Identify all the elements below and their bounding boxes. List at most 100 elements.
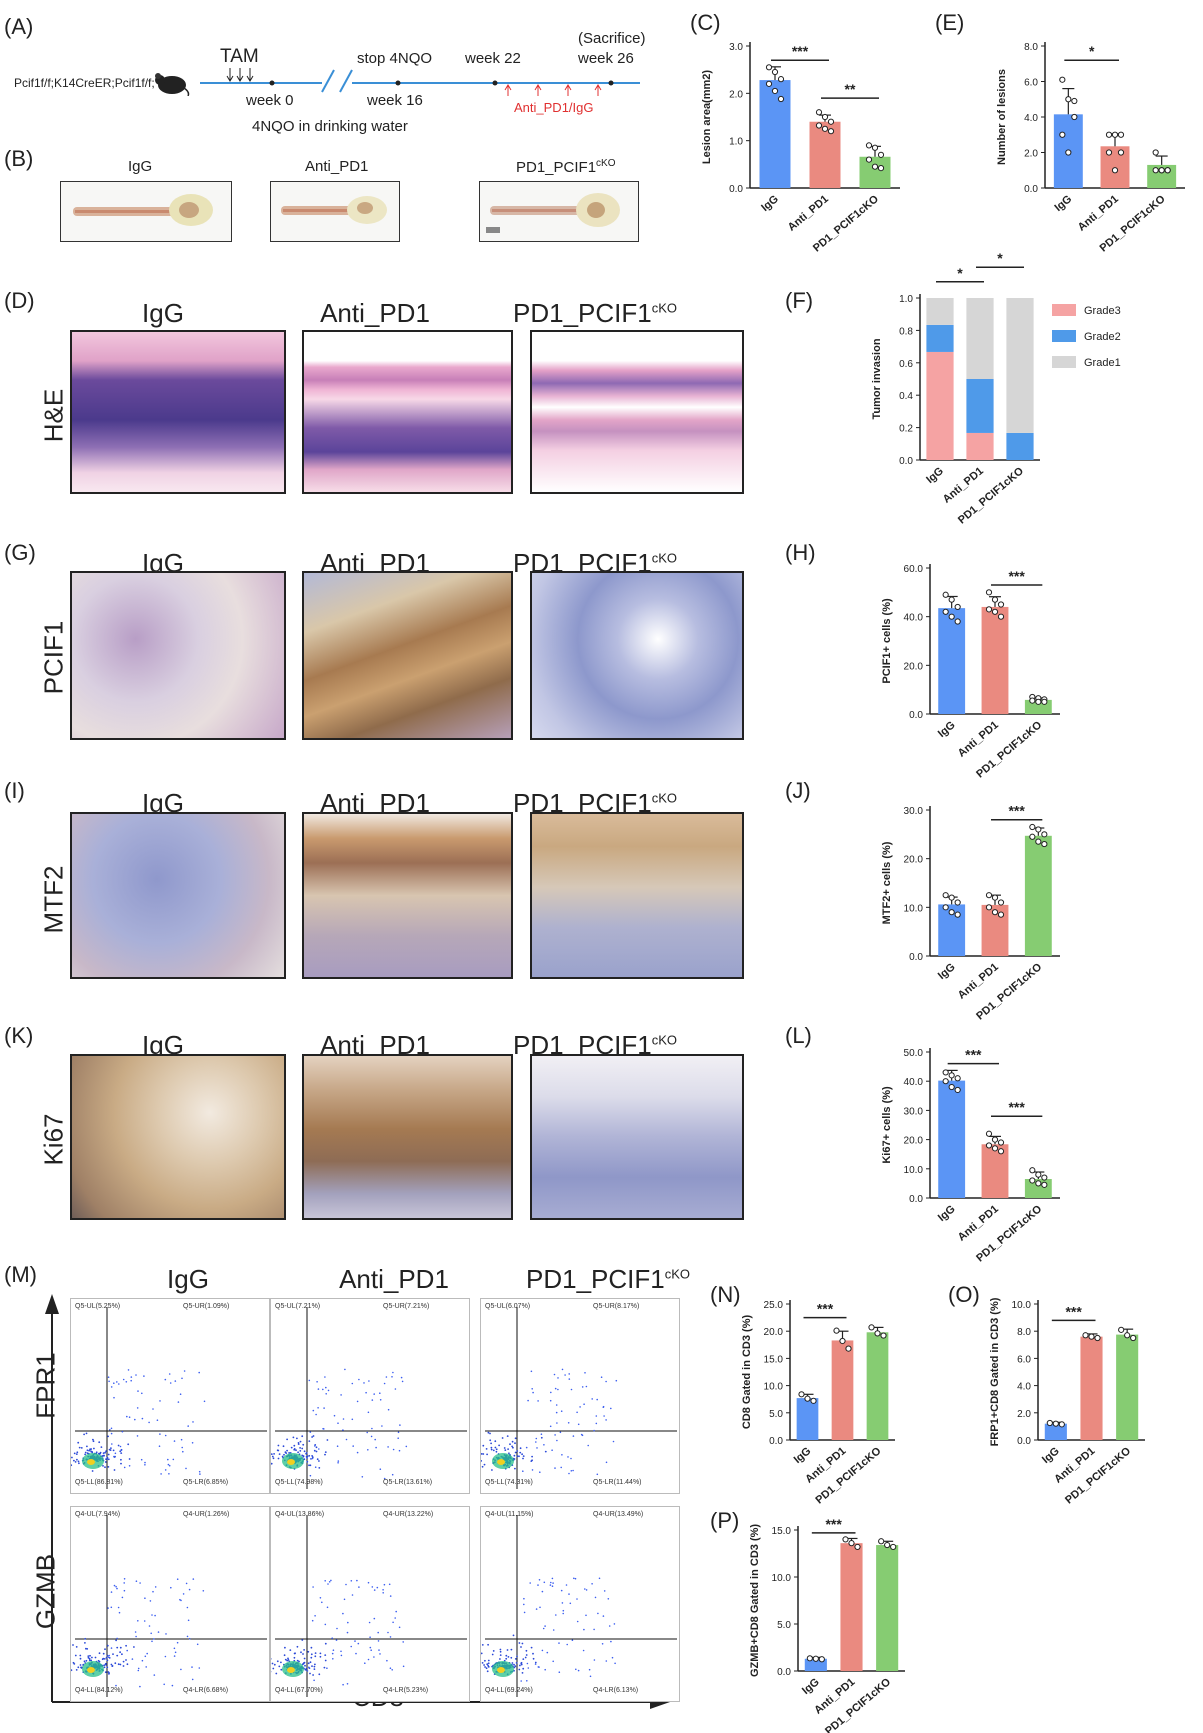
facs-event bbox=[110, 1591, 113, 1593]
facs-event bbox=[387, 1408, 390, 1411]
facs-event bbox=[303, 1649, 305, 1651]
facs-event bbox=[116, 1381, 118, 1383]
y-axis-label: Number of lesions bbox=[996, 69, 1008, 165]
facs-event bbox=[381, 1425, 383, 1427]
facs-event bbox=[309, 1474, 312, 1477]
facs-event bbox=[277, 1444, 280, 1447]
facs-event bbox=[498, 1444, 500, 1447]
facs-event bbox=[308, 1666, 310, 1669]
facs-event bbox=[164, 1469, 167, 1471]
facs-event bbox=[120, 1458, 122, 1461]
facs-event bbox=[572, 1469, 574, 1472]
facs-event bbox=[328, 1581, 331, 1583]
facs-event bbox=[301, 1435, 304, 1438]
data-point bbox=[874, 1330, 881, 1337]
facs-title-igg: IgG bbox=[167, 1264, 209, 1294]
facs-event bbox=[144, 1655, 147, 1658]
y-tick-label: 2.0 bbox=[1024, 149, 1038, 160]
facs-event bbox=[367, 1449, 369, 1451]
facs-event bbox=[174, 1651, 177, 1654]
x-tick-label: IgG bbox=[936, 719, 958, 740]
quadrant-label-ll: Q4-LL(67.70%) bbox=[275, 1687, 323, 1694]
facs-event bbox=[317, 1407, 319, 1409]
facs-event bbox=[84, 1451, 87, 1454]
facs-event bbox=[554, 1387, 557, 1390]
facs-event bbox=[567, 1456, 569, 1458]
facs-event bbox=[402, 1641, 404, 1643]
facs-event bbox=[331, 1637, 333, 1639]
facs-event bbox=[526, 1662, 529, 1665]
facs-event bbox=[312, 1674, 314, 1676]
facs-event bbox=[518, 1668, 521, 1671]
y-tick-label: 4.0 bbox=[1017, 1382, 1031, 1393]
facs-event bbox=[350, 1645, 352, 1648]
facs-event bbox=[308, 1440, 311, 1442]
facs-event bbox=[561, 1602, 564, 1604]
facs-event bbox=[322, 1388, 324, 1391]
facs-event bbox=[307, 1650, 310, 1653]
facs-event bbox=[284, 1658, 287, 1661]
facs-event bbox=[85, 1432, 88, 1435]
facs-event bbox=[397, 1437, 399, 1439]
data-point bbox=[1117, 149, 1125, 156]
data-point bbox=[854, 1543, 861, 1551]
facs-event bbox=[327, 1389, 330, 1392]
facs-event bbox=[122, 1378, 125, 1381]
facs-event bbox=[196, 1643, 199, 1646]
facs-event bbox=[614, 1662, 616, 1665]
facs-event bbox=[135, 1635, 137, 1638]
sacrifice-label: (Sacrifice) bbox=[578, 30, 646, 47]
data-point bbox=[1029, 823, 1036, 831]
facs-event bbox=[294, 1652, 296, 1655]
facs-event bbox=[356, 1400, 359, 1403]
legend-swatch bbox=[1052, 304, 1076, 316]
chart-l: 0.0 10.0 20.0 30.0 40.0 50.0 Ki67+ cells (%) Ig… bbox=[881, 1047, 1060, 1265]
facs-event bbox=[315, 1413, 317, 1416]
facs-event bbox=[583, 1403, 585, 1405]
facs-event bbox=[104, 1466, 106, 1469]
specimen-title-anti: Anti_PD1 bbox=[305, 158, 369, 175]
facs-event bbox=[361, 1476, 364, 1478]
facs-event bbox=[151, 1614, 153, 1616]
facs-event bbox=[117, 1444, 120, 1447]
facs-event bbox=[282, 1445, 285, 1448]
facs-event bbox=[511, 1440, 514, 1443]
quadrant-label-ur: Q5-UR(1.09%) bbox=[183, 1303, 230, 1310]
y-tick-label: 0.0 bbox=[909, 1194, 923, 1205]
facs-event bbox=[148, 1625, 151, 1627]
facs-event bbox=[95, 1451, 98, 1454]
facs-event bbox=[518, 1455, 520, 1458]
facs-event bbox=[287, 1657, 289, 1660]
facs-event bbox=[296, 1645, 299, 1648]
facs-event bbox=[143, 1375, 145, 1377]
facs-event bbox=[77, 1666, 80, 1669]
facs-event bbox=[530, 1646, 533, 1649]
facs-event bbox=[114, 1662, 117, 1665]
data-point bbox=[991, 1136, 999, 1143]
facs-event bbox=[481, 1453, 483, 1455]
facs-event bbox=[350, 1580, 353, 1582]
bar bbox=[1024, 835, 1052, 956]
facs-event bbox=[88, 1449, 90, 1452]
facs-event bbox=[520, 1680, 522, 1682]
facs-event bbox=[595, 1422, 598, 1425]
data-point bbox=[948, 909, 955, 916]
facs-event bbox=[546, 1651, 549, 1654]
panel-label-m: (M) bbox=[4, 1262, 37, 1287]
facs-event bbox=[102, 1465, 104, 1467]
facs-event bbox=[110, 1386, 113, 1388]
facs-event bbox=[514, 1437, 517, 1440]
y-tick-label: 0.0 bbox=[729, 184, 743, 195]
y-tick-label: 25.0 bbox=[764, 1300, 784, 1311]
facs-event bbox=[345, 1438, 348, 1441]
facs-event bbox=[107, 1466, 110, 1468]
facs-event bbox=[607, 1598, 610, 1600]
facs-event bbox=[543, 1444, 545, 1446]
facs-event bbox=[485, 1667, 488, 1670]
facs-event bbox=[392, 1448, 395, 1451]
facs-event bbox=[570, 1457, 572, 1460]
facs-event bbox=[369, 1636, 371, 1638]
significance-label: *** bbox=[817, 1301, 834, 1317]
panel-label-a: (A) bbox=[4, 14, 34, 39]
facs-event bbox=[358, 1378, 360, 1381]
